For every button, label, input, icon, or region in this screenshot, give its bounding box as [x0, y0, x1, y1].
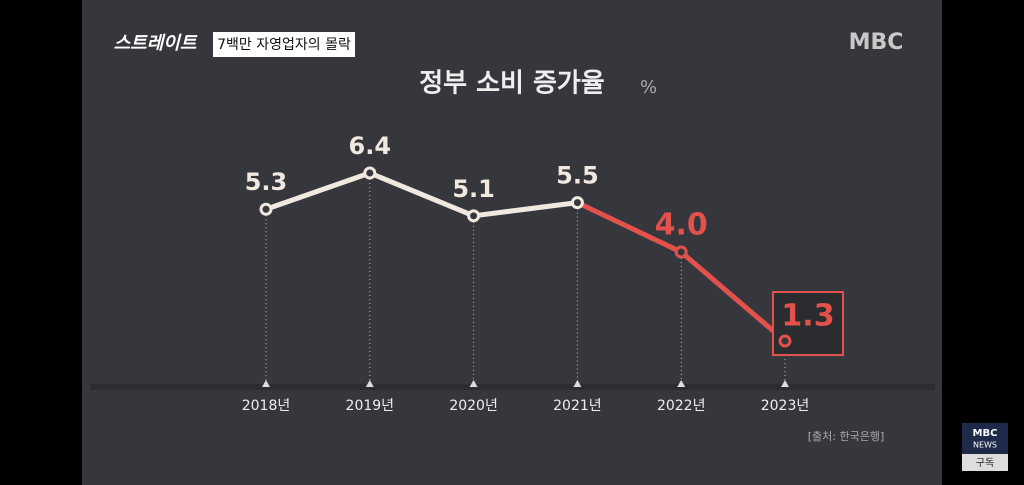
point — [363, 166, 377, 180]
axis-marker — [469, 380, 478, 387]
unit: % — [640, 77, 657, 98]
point — [570, 196, 584, 210]
chart-title: 정부 소비 증가율 — [419, 69, 605, 99]
data-label: 5.1 — [452, 175, 495, 203]
x-tick-label: 2023년 — [761, 398, 810, 414]
x-tick-label: 2018년 — [242, 398, 291, 414]
video-frame — [82, 0, 942, 485]
show-logo: 스트레이트 — [114, 33, 198, 54]
axis-marker — [262, 380, 270, 387]
data-label: 5.3 — [245, 168, 288, 196]
point — [778, 334, 792, 348]
axis-marker — [573, 380, 582, 387]
axis-marker — [365, 380, 374, 387]
line-segment — [678, 249, 788, 344]
point — [674, 245, 688, 259]
x-tick-label: 2020년 — [449, 398, 498, 414]
line-segment — [471, 200, 580, 219]
subscribe-brand: MBC — [973, 428, 998, 439]
x-tick-label: 2019년 — [346, 398, 395, 414]
axis-marker — [677, 380, 686, 387]
subscribe-sub-brand: NEWS — [973, 441, 997, 450]
x-tick-label: 2022년 — [657, 398, 706, 414]
line-segment — [263, 170, 373, 212]
line-segment — [574, 200, 684, 255]
data-label: 4.0 — [655, 208, 708, 243]
data-label: 5.5 — [556, 162, 599, 190]
caption-box — [213, 32, 355, 57]
point — [467, 209, 481, 223]
data-label: 1.3 — [781, 299, 834, 334]
broadcaster-logo: MBC — [849, 30, 904, 55]
line-segment — [367, 170, 477, 219]
subscribe-button[interactable] — [962, 454, 1008, 471]
x-tick-label: 2021년 — [553, 398, 602, 414]
source: [출처: 한국은행] — [808, 430, 885, 443]
point — [259, 202, 273, 216]
data-label: 6.4 — [349, 132, 392, 160]
axis-marker — [781, 380, 789, 387]
subscribe-button-label[interactable]: 구독 — [976, 457, 994, 469]
caption: 7백만 자영업자의 몰락 — [217, 37, 351, 53]
